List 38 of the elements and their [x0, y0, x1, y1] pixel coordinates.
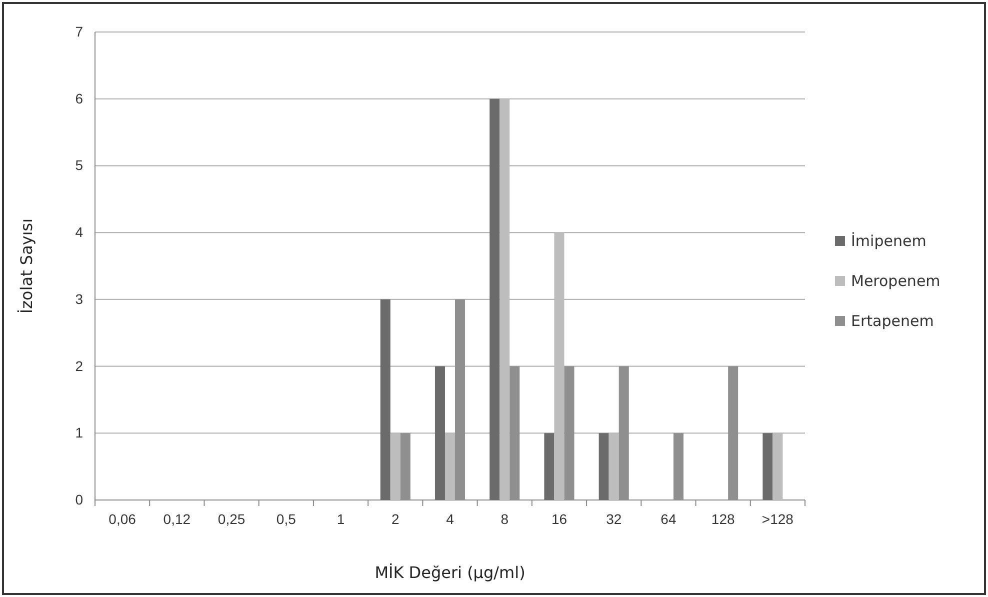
bar	[762, 433, 773, 500]
x-tick-label: 4	[446, 510, 454, 527]
bar	[544, 433, 554, 500]
x-tick-label: 0,12	[163, 510, 191, 527]
x-tick-label: 0,5	[276, 510, 296, 527]
bar	[390, 433, 400, 500]
x-tick-label: 2	[391, 510, 400, 527]
x-tick-label: 0,06	[108, 510, 136, 527]
x-tick-label: 8	[500, 510, 509, 527]
bar	[500, 98, 510, 500]
y-tick-label: 2	[75, 358, 84, 374]
y-tick-label: 6	[75, 90, 84, 106]
bar	[444, 433, 456, 500]
bar	[434, 366, 445, 500]
bar	[554, 232, 564, 500]
legend-label: Ertapenem	[851, 312, 934, 330]
x-tick-label: 16	[551, 510, 568, 527]
x-tick-label: >128	[762, 510, 794, 527]
bar	[598, 433, 609, 500]
bar	[608, 433, 619, 500]
y-tick-label: 1	[75, 424, 84, 441]
y-tick-label: 0	[75, 491, 84, 508]
x-tick-label: 0,25	[218, 510, 246, 527]
y-tick-label: 7	[75, 23, 84, 40]
y-tick-label: 5	[75, 157, 84, 174]
x-tick-label: 32	[606, 510, 622, 527]
legend-label: İmipenem	[851, 232, 926, 250]
bar	[380, 299, 390, 500]
bar	[490, 98, 500, 500]
bar	[772, 433, 783, 500]
y-axis-title: İzolat Sayısı	[17, 218, 36, 314]
legend-label: Meropenem	[851, 272, 940, 290]
y-tick-label: 4	[75, 224, 84, 240]
y-tick-label: 3	[75, 290, 84, 307]
x-tick-label: 128	[711, 510, 735, 527]
x-tick-label: 64	[660, 510, 676, 527]
x-axis-title: MİK Değeri (µg/ml)	[374, 563, 526, 582]
x-tick-label: 1	[336, 510, 345, 527]
